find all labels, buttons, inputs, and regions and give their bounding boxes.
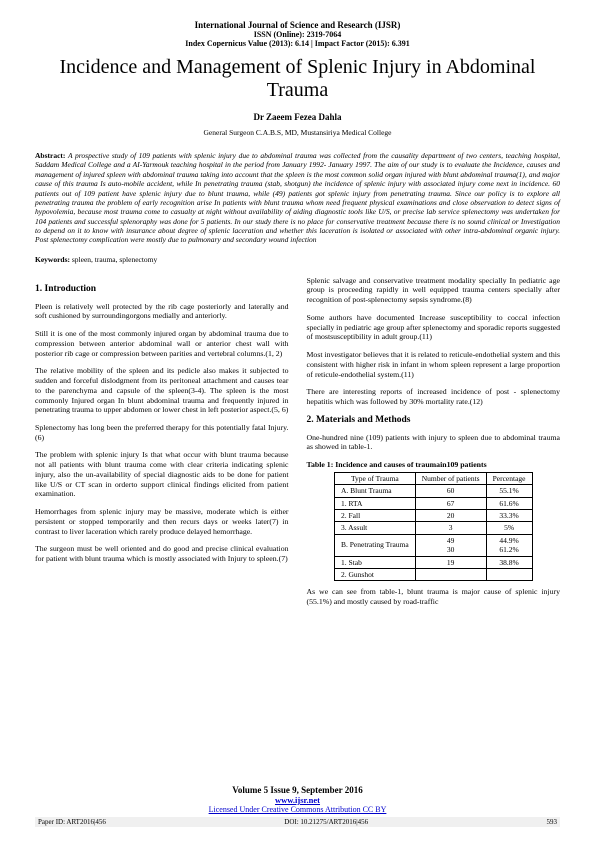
paper-id: Paper ID: ART2016|456: [38, 818, 106, 826]
methods-heading: 2. Materials and Methods: [307, 415, 561, 427]
page-header: International Journal of Science and Res…: [35, 20, 560, 48]
paper-title: Incidence and Management of Splenic Inju…: [35, 56, 560, 102]
table1-h2: Percentage: [486, 472, 532, 484]
left-column: 1. Introduction Pleen is relatively well…: [35, 276, 289, 615]
issn-line: ISSN (Online): 2319-7064: [35, 30, 560, 39]
keywords-block: Keywords: spleen, trauma, splenectomy: [35, 255, 560, 264]
page-number: 593: [547, 818, 558, 826]
table1-h0: Type of Trauma: [334, 472, 415, 484]
table-row: 3. Assult35%: [334, 522, 532, 534]
table-row: 1. RTA6761.6%: [334, 497, 532, 509]
page-footer: Volume 5 Issue 9, September 2016 www.ijs…: [35, 785, 560, 827]
abstract-block: Abstract: A prospective study of 109 pat…: [35, 151, 560, 245]
intro-p7: The surgeon must be well oriented and do…: [35, 544, 289, 563]
intro-p6: Hemorrhages from splenic injury may be m…: [35, 507, 289, 536]
table-row: A. Blunt Trauma6055.1%: [334, 485, 532, 497]
author-affiliation: General Surgeon C.A.B.S, MD, Mustansiriy…: [35, 128, 560, 137]
table1-caption: Table 1: Incidence and causes of traumai…: [307, 460, 561, 470]
methods-p2: As we can see from table-1, blunt trauma…: [307, 587, 561, 606]
table-row: B. Penetrating Trauma49 3044.9% 61.2%: [334, 534, 532, 556]
table-row: 2. Fall2033.3%: [334, 510, 532, 522]
keywords-label: Keywords:: [35, 255, 70, 264]
intro-p5: The problem with splenic injury Is that …: [35, 450, 289, 499]
keywords-text: spleen, trauma, splenectomy: [72, 255, 157, 264]
intro-heading: 1. Introduction: [35, 284, 289, 296]
two-column-body: 1. Introduction Pleen is relatively well…: [35, 276, 560, 615]
table1: Type of Trauma Number of patients Percen…: [334, 472, 533, 581]
intro-p8: Splenic salvage and conservative treatme…: [307, 276, 561, 305]
author-name: Dr Zaeem Fezea Dahla: [35, 112, 560, 122]
footer-bar: Paper ID: ART2016|456 DOI: 10.21275/ART2…: [35, 817, 560, 827]
right-column: Splenic salvage and conservative treatme…: [307, 276, 561, 615]
intro-p4: Splenectomy has long been the preferred …: [35, 423, 289, 442]
journal-url[interactable]: www.ijsr.net: [275, 795, 320, 805]
journal-name: International Journal of Science and Res…: [35, 20, 560, 30]
intro-p10: Most investigator believes that it is re…: [307, 350, 561, 379]
intro-p11: There are interesting reports of increas…: [307, 387, 561, 406]
methods-p1: One-hundred nine (109) patients with inj…: [307, 433, 561, 452]
table-row: 2. Gunshot: [334, 568, 532, 580]
abstract-text: A prospective study of 109 patients with…: [35, 151, 560, 244]
table1-caption-text: Table 1: Incidence and causes of traumai…: [307, 460, 487, 469]
index-line: Index Copernicus Value (2013): 6.14 | Im…: [35, 39, 560, 48]
intro-p2: Still it is one of the most commonly inj…: [35, 329, 289, 358]
license-link[interactable]: Licensed Under Creative Commons Attribut…: [209, 805, 387, 814]
abstract-label: Abstract:: [35, 151, 65, 160]
doi: DOI: 10.21275/ART2016|456: [284, 818, 368, 826]
table-row: 1. Stab1938.8%: [334, 556, 532, 568]
volume-issue: Volume 5 Issue 9, September 2016: [35, 785, 560, 795]
intro-p1: Pleen is relatively well protected by th…: [35, 302, 289, 321]
table1-h1: Number of patients: [415, 472, 486, 484]
intro-p3: The relative mobility of the spleen and …: [35, 366, 289, 415]
intro-p9: Some authors have documented Increase su…: [307, 313, 561, 342]
table1-header-row: Type of Trauma Number of patients Percen…: [334, 472, 532, 484]
